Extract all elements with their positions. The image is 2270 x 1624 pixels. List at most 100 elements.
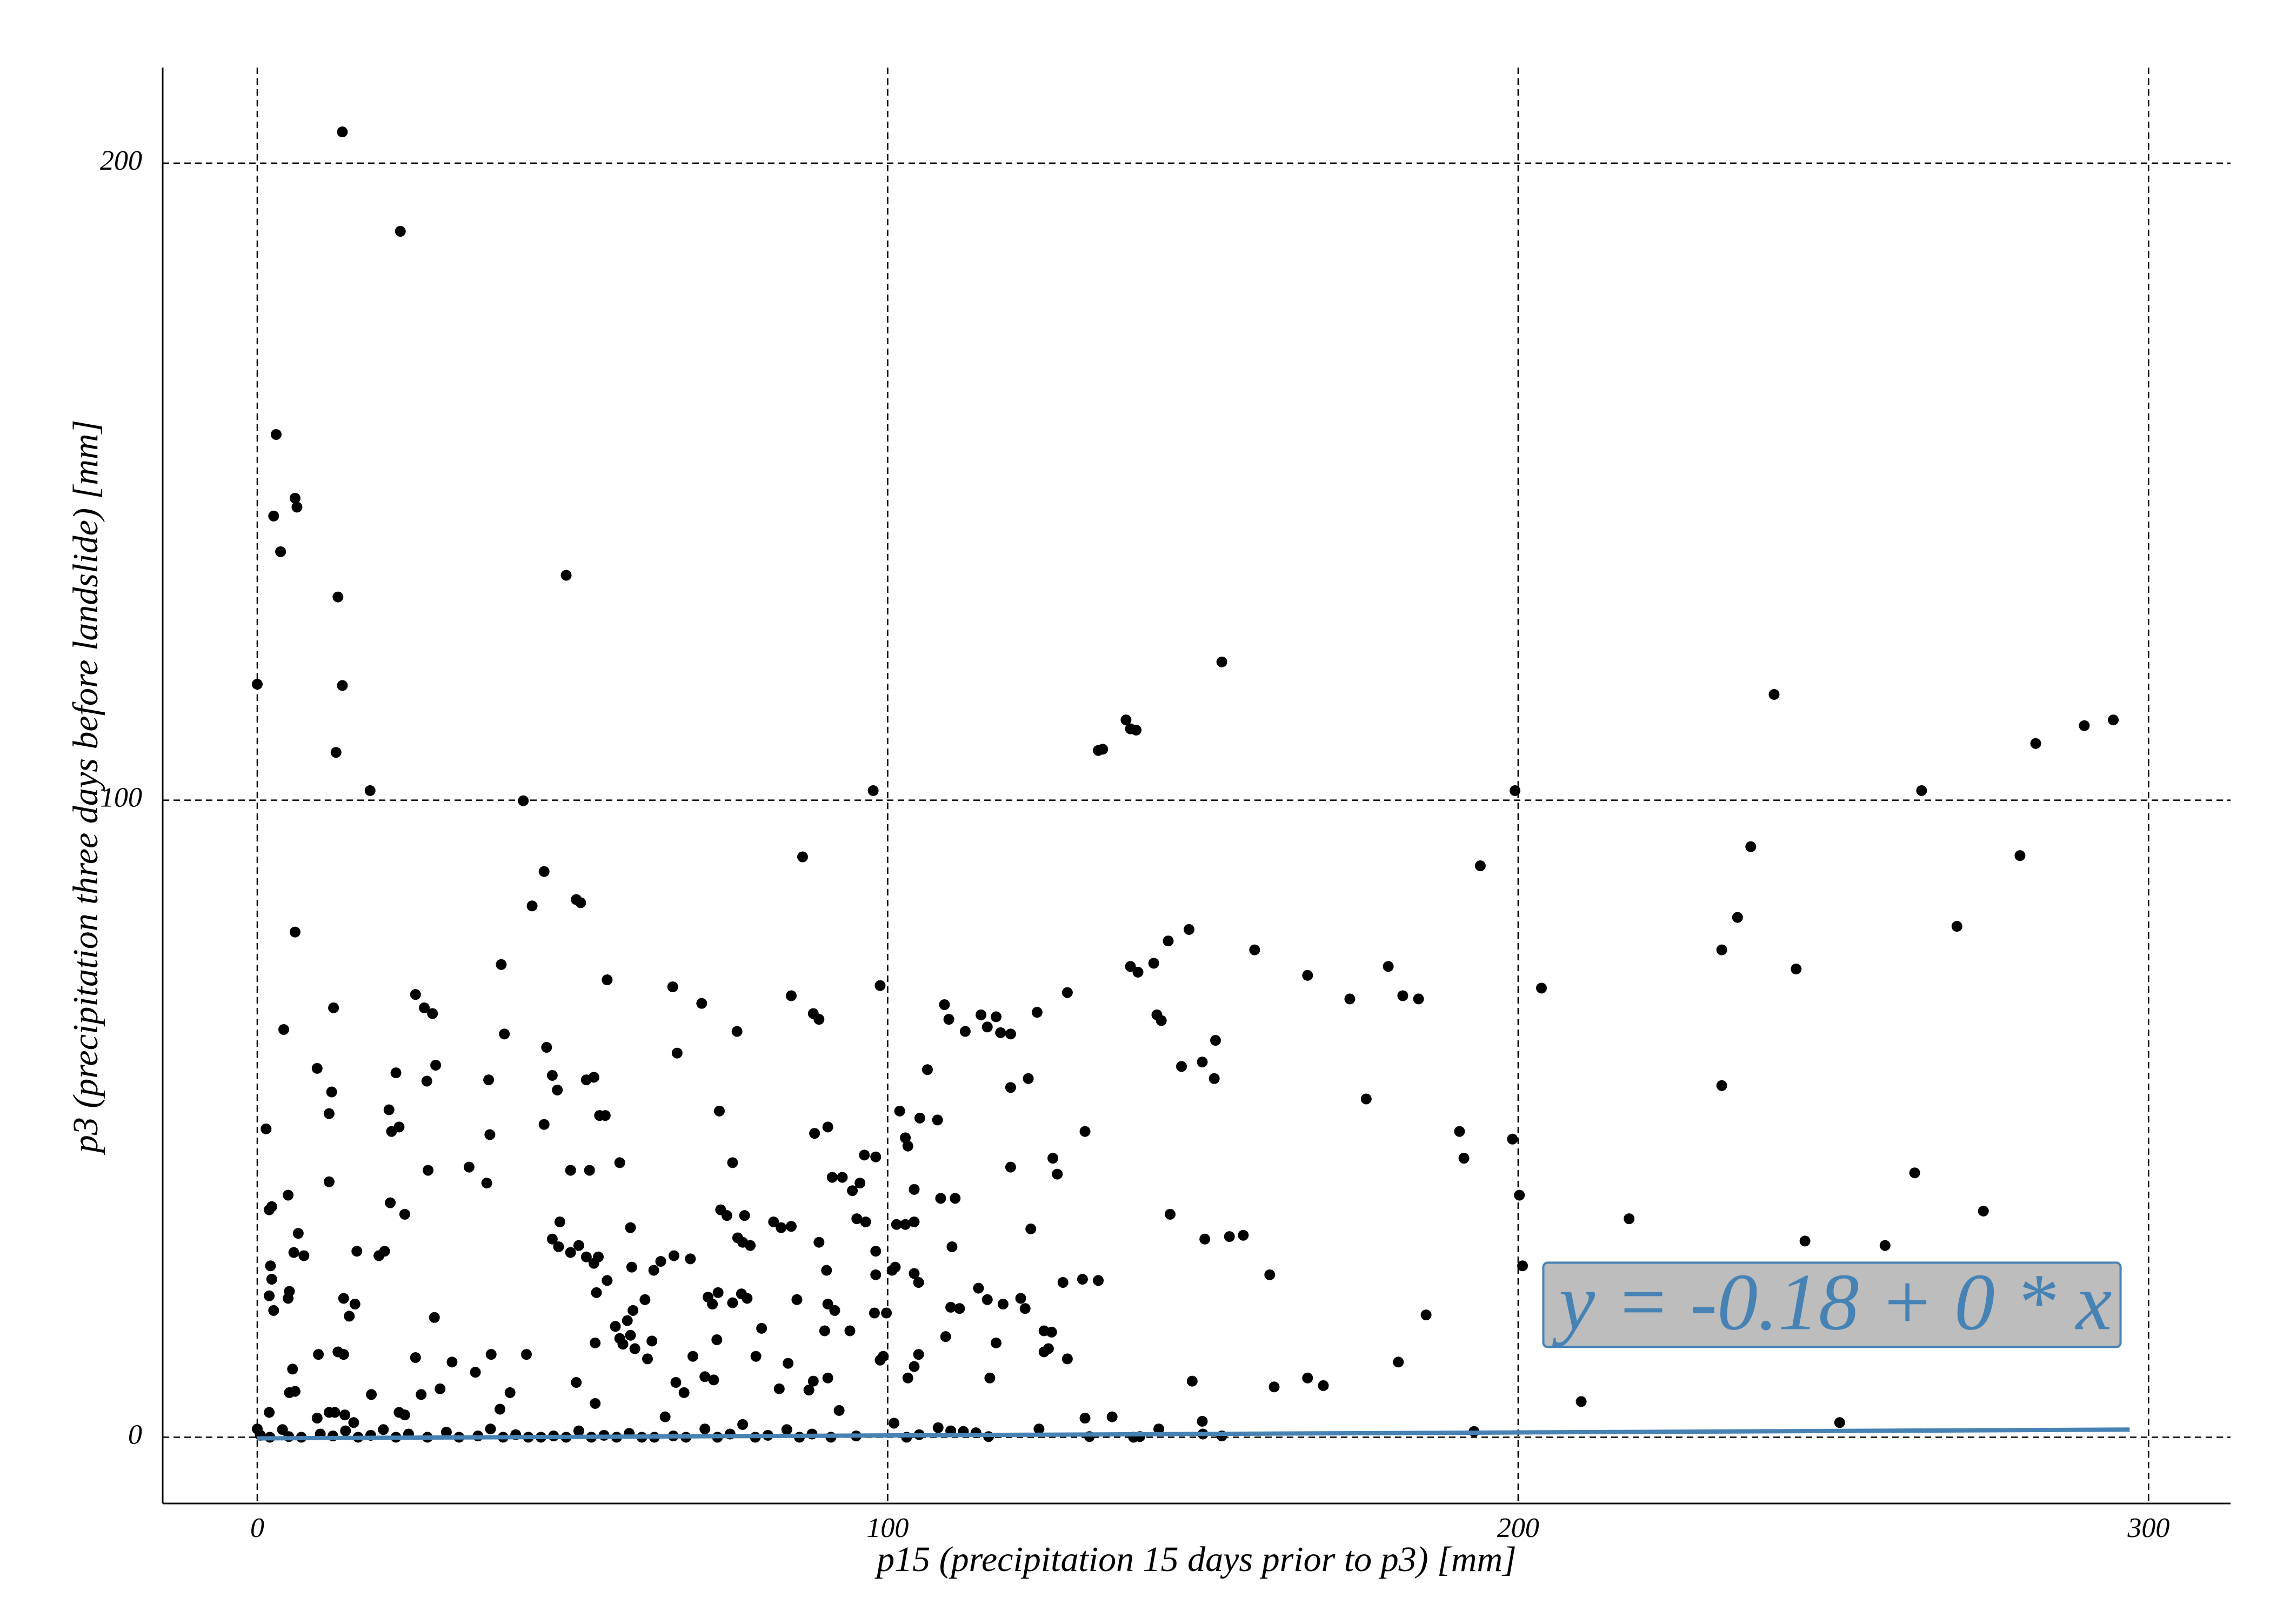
data-point (338, 1293, 349, 1304)
data-point (538, 1119, 550, 1130)
data-point (1079, 1126, 1091, 1137)
data-point (940, 1331, 951, 1342)
data-point (379, 1246, 390, 1257)
data-point (546, 1070, 558, 1081)
data-point (809, 1128, 820, 1139)
data-point (283, 1189, 294, 1201)
data-point (284, 1387, 295, 1398)
data-point (338, 1349, 349, 1360)
data-point (1517, 1260, 1528, 1272)
data-point (783, 1358, 794, 1369)
data-point (399, 1208, 410, 1220)
data-point (914, 1112, 925, 1124)
data-point (1916, 785, 1927, 796)
data-point (1005, 1082, 1016, 1093)
data-point (410, 989, 421, 1000)
data-point (1197, 1057, 1208, 1068)
data-point (1879, 1240, 1891, 1251)
data-point (429, 1312, 440, 1323)
data-point (707, 1299, 718, 1310)
data-point (932, 1114, 943, 1126)
y-tick-label: 0 (128, 1419, 142, 1450)
data-point (803, 1385, 814, 1396)
data-point (565, 1165, 576, 1176)
data-point (833, 1405, 845, 1416)
data-point (627, 1305, 639, 1316)
data-point (829, 1305, 840, 1316)
data-point (1043, 1343, 1054, 1354)
data-point (1344, 993, 1356, 1005)
data-point (351, 1246, 363, 1257)
data-point (639, 1294, 651, 1305)
data-point (427, 1008, 438, 1019)
data-point (265, 1260, 276, 1272)
data-point (946, 1241, 958, 1252)
data-point (378, 1424, 389, 1435)
data-point (344, 1311, 355, 1322)
data-point (874, 1354, 886, 1366)
data-point (483, 1074, 495, 1086)
data-point (311, 1062, 323, 1074)
data-point (1791, 963, 1802, 974)
data-point (739, 1210, 750, 1221)
data-point (785, 990, 797, 1001)
data-point (687, 1351, 698, 1362)
data-point (626, 1261, 637, 1273)
data-point (1397, 990, 1408, 1001)
data-point (1033, 1423, 1045, 1435)
data-point (1249, 944, 1260, 955)
data-point (481, 1178, 492, 1189)
data-point (2014, 850, 2026, 861)
data-point (826, 1172, 838, 1183)
data-point (667, 981, 678, 992)
data-point (1951, 921, 1962, 932)
data-point (1745, 841, 1757, 852)
data-point (266, 1201, 277, 1212)
data-point (1079, 1413, 1091, 1424)
data-point (588, 1258, 599, 1269)
data-point (421, 1075, 432, 1087)
data-point (1046, 1326, 1057, 1338)
data-point (678, 1387, 690, 1398)
data-point (737, 1419, 749, 1430)
data-point (575, 897, 586, 908)
data-point (291, 502, 303, 513)
data-point (410, 1352, 421, 1364)
data-point (982, 1294, 993, 1305)
data-point (819, 1325, 830, 1336)
data-point (395, 225, 406, 237)
data-point (266, 1274, 277, 1285)
data-point (278, 1024, 289, 1035)
data-point (1153, 1423, 1165, 1435)
data-point (1264, 1269, 1276, 1280)
x-tick-label: 100 (866, 1513, 909, 1543)
data-point (1163, 935, 1174, 947)
data-point (584, 1165, 595, 1176)
data-point (1238, 1229, 1249, 1241)
data-point (1132, 966, 1144, 978)
data-point (750, 1351, 762, 1362)
data-point (364, 785, 376, 796)
data-point (781, 1424, 792, 1435)
data-point (580, 1251, 592, 1262)
data-point (1131, 724, 1142, 736)
data-point (590, 1398, 601, 1409)
data-point (337, 680, 348, 691)
data-point (288, 1247, 299, 1258)
data-point (699, 1423, 711, 1435)
data-point (423, 1165, 434, 1176)
data-point (768, 1216, 779, 1227)
data-point (625, 1329, 636, 1341)
data-point (1224, 1231, 1235, 1242)
data-point (646, 1335, 658, 1347)
data-point (954, 1303, 965, 1314)
data-point (1052, 1168, 1063, 1180)
data-point (671, 1047, 683, 1059)
data-point (713, 1105, 725, 1117)
data-point (1106, 1411, 1118, 1422)
data-point (991, 1011, 1002, 1022)
data-point (277, 1424, 288, 1435)
data-point (526, 900, 538, 912)
data-point (655, 1256, 666, 1267)
